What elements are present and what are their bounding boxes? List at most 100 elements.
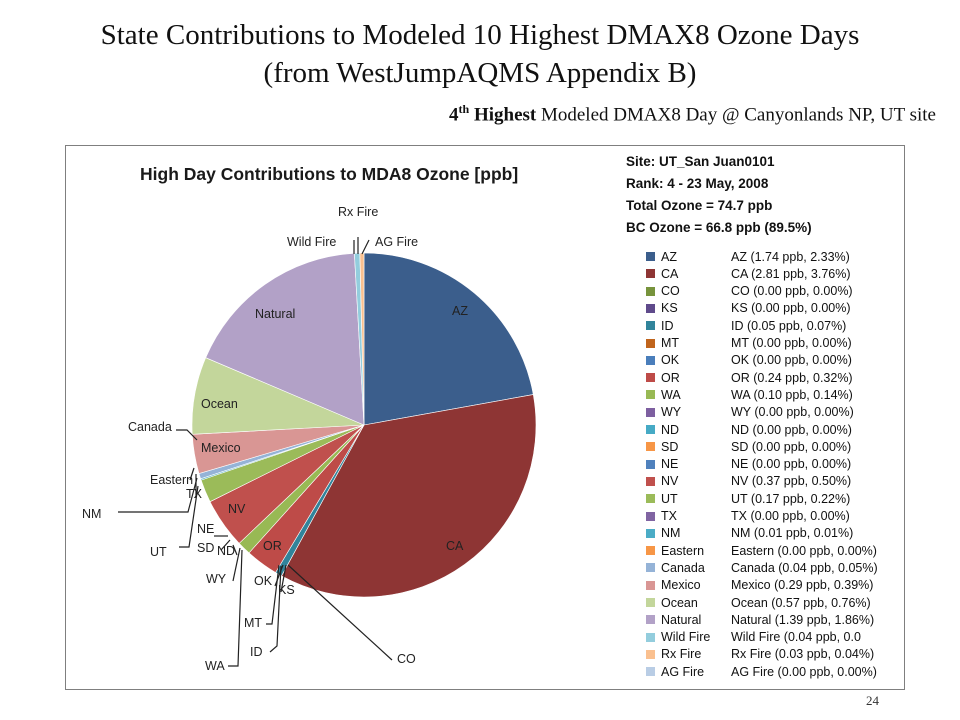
legend-item: Eastern Eastern (0.00 ppb, 0.00%) bbox=[646, 542, 877, 559]
legend-item: AZ AZ (1.74 ppb, 2.33%) bbox=[646, 248, 850, 265]
legend-item: Canada Canada (0.04 ppb, 0.05%) bbox=[646, 559, 878, 576]
legend-swatch bbox=[646, 476, 655, 486]
legend-swatch bbox=[646, 598, 655, 607]
legend-swatch bbox=[646, 546, 655, 556]
legend-series-name: NM bbox=[661, 526, 681, 541]
legend-swatch bbox=[646, 373, 655, 383]
legend-value: SD (0.00 ppb, 0.00%) bbox=[731, 439, 852, 454]
legend-swatch bbox=[646, 269, 655, 279]
legend-swatch bbox=[646, 355, 655, 365]
legend-item: NV NV (0.37 ppb, 0.50%) bbox=[646, 473, 851, 490]
legend-item: KS KS (0.00 ppb, 0.00%) bbox=[646, 300, 851, 317]
legend-value: CO (0.00 ppb, 0.00%) bbox=[731, 284, 853, 299]
slide-title: State Contributions to Modeled 10 Highes… bbox=[100, 19, 860, 51]
slide-subtitle: 4th Highest Modeled DMAX8 Day @ Canyonla… bbox=[449, 102, 936, 126]
info-site: Site: UT_San Juan0101 bbox=[626, 154, 775, 169]
legend-item: Natural Natural (1.39 ppb, 1.86%) bbox=[646, 611, 874, 628]
legend-item: OR OR (0.24 ppb, 0.32%) bbox=[646, 369, 853, 386]
legend-swatch bbox=[646, 321, 655, 331]
legend-swatch bbox=[646, 252, 655, 261]
legend-series-name: Eastern bbox=[661, 543, 705, 558]
legend-swatch bbox=[646, 407, 655, 417]
legend-item: Wild Fire Wild Fire (0.04 ppb, 0.0 bbox=[646, 629, 861, 646]
legend-value: Wild Fire (0.04 ppb, 0.0 bbox=[731, 630, 861, 645]
legend-value: OR (0.24 ppb, 0.32%) bbox=[731, 370, 853, 385]
legend-value: WA (0.10 ppb, 0.14%) bbox=[731, 387, 853, 402]
subtitle-rank-suffix: th bbox=[458, 102, 470, 116]
legend-series-name: NV bbox=[661, 474, 679, 489]
legend-swatch bbox=[646, 528, 655, 538]
legend-item: CA CA (2.81 ppb, 3.76%) bbox=[646, 265, 851, 282]
legend-swatch bbox=[646, 459, 655, 469]
legend-swatch bbox=[646, 494, 655, 504]
legend-series-name: ND bbox=[661, 422, 680, 437]
legend-item: TX TX (0.00 ppb, 0.00%) bbox=[646, 508, 850, 525]
legend-swatch bbox=[646, 667, 655, 677]
legend-value: CA (2.81 ppb, 3.76%) bbox=[731, 266, 851, 281]
legend-swatch bbox=[646, 303, 655, 313]
legend-series-name: NE bbox=[661, 457, 679, 472]
legend-value: Mexico (0.29 ppb, 0.39%) bbox=[731, 578, 874, 593]
legend-series-name: WA bbox=[661, 387, 681, 402]
legend-series-name: AZ bbox=[661, 249, 677, 264]
legend-series-name: OK bbox=[661, 353, 680, 368]
legend-value: KS (0.00 ppb, 0.00%) bbox=[731, 301, 851, 316]
legend-series-name: CO bbox=[661, 284, 680, 299]
legend-series-name: Canada bbox=[661, 560, 705, 575]
legend-series-name: WY bbox=[661, 405, 682, 420]
legend-series-name: AG Fire bbox=[661, 664, 705, 679]
legend-series-name: UT bbox=[661, 491, 678, 506]
legend-item: Rx Fire Rx Fire (0.03 ppb, 0.04%) bbox=[646, 646, 874, 663]
legend-value: WY (0.00 ppb, 0.00%) bbox=[731, 405, 854, 420]
legend-series-name: Natural bbox=[661, 612, 702, 627]
legend-value: Eastern (0.00 ppb, 0.00%) bbox=[731, 543, 877, 558]
legend-item: CO CO (0.00 ppb, 0.00%) bbox=[646, 283, 853, 300]
legend-swatch bbox=[646, 580, 655, 590]
info-rank: Rank: 4 - 23 May, 2008 bbox=[626, 176, 769, 191]
legend-swatch bbox=[646, 632, 655, 642]
legend-item: ND ND (0.00 ppb, 0.00%) bbox=[646, 421, 852, 438]
legend-series-name: Mexico bbox=[661, 578, 701, 593]
legend-value: ID (0.05 ppb, 0.07%) bbox=[731, 318, 847, 333]
page-number: 24 bbox=[866, 693, 879, 708]
subtitle-text: Modeled DMAX8 Day @ Canyonlands NP, UT s… bbox=[536, 104, 936, 126]
legend-series-name: Wild Fire bbox=[661, 630, 711, 645]
subtitle-highest: Highest bbox=[469, 104, 537, 126]
legend-value: OK (0.00 ppb, 0.00%) bbox=[731, 353, 852, 368]
legend-item: UT UT (0.17 ppb, 0.22%) bbox=[646, 490, 850, 507]
legend-series-name: TX bbox=[661, 509, 677, 523]
legend-swatch bbox=[646, 338, 655, 348]
legend-swatch bbox=[646, 286, 655, 296]
info-bc: BC Ozone = 66.8 ppb (89.5%) bbox=[626, 220, 812, 235]
legend-item: WA WA (0.10 ppb, 0.14%) bbox=[646, 386, 853, 403]
legend-series-name: CA bbox=[661, 266, 679, 281]
legend-value: Natural (1.39 ppb, 1.86%) bbox=[731, 612, 875, 627]
legend-value: MT (0.00 ppb, 0.00%) bbox=[731, 336, 852, 350]
legend-series-name: Rx Fire bbox=[661, 647, 702, 662]
legend-swatch bbox=[646, 649, 655, 659]
legend-value: ND (0.00 ppb, 0.00%) bbox=[731, 422, 852, 437]
legend-swatch bbox=[646, 390, 655, 400]
legend-item: OK OK (0.00 ppb, 0.00%) bbox=[646, 352, 852, 369]
legend-item: Mexico Mexico (0.29 ppb, 0.39%) bbox=[646, 577, 873, 594]
legend-value: NV (0.37 ppb, 0.50%) bbox=[731, 474, 852, 489]
legend-value: UT (0.17 ppb, 0.22%) bbox=[731, 491, 851, 506]
legend-value: Canada (0.04 ppb, 0.05%) bbox=[731, 560, 878, 575]
legend-value: AG Fire (0.00 ppb, 0.00%) bbox=[731, 664, 877, 679]
legend-series-name: Ocean bbox=[661, 595, 698, 610]
legend-swatch bbox=[646, 563, 655, 573]
legend-item: AG Fire AG Fire (0.00 ppb, 0.00%) bbox=[646, 663, 877, 680]
legend-value: Rx Fire (0.03 ppb, 0.04%) bbox=[731, 647, 875, 662]
legend-item: Ocean Ocean (0.57 ppb, 0.76%) bbox=[646, 594, 871, 611]
legend-series-name: KS bbox=[661, 301, 678, 316]
legend-swatch bbox=[646, 442, 655, 452]
legend-series-name: OR bbox=[661, 370, 680, 385]
legend-item: NM NM (0.01 ppb, 0.01%) bbox=[646, 525, 853, 542]
legend-swatch bbox=[646, 511, 655, 521]
info-total: Total Ozone = 74.7 ppb bbox=[626, 198, 773, 213]
legend-swatch bbox=[646, 425, 655, 434]
legend-series-name: MT bbox=[661, 336, 680, 350]
legend-swatch bbox=[646, 615, 655, 625]
legend-series-name: SD bbox=[661, 439, 679, 454]
chart-title: High Day Contributions to MDA8 Ozone [pp… bbox=[140, 164, 519, 184]
